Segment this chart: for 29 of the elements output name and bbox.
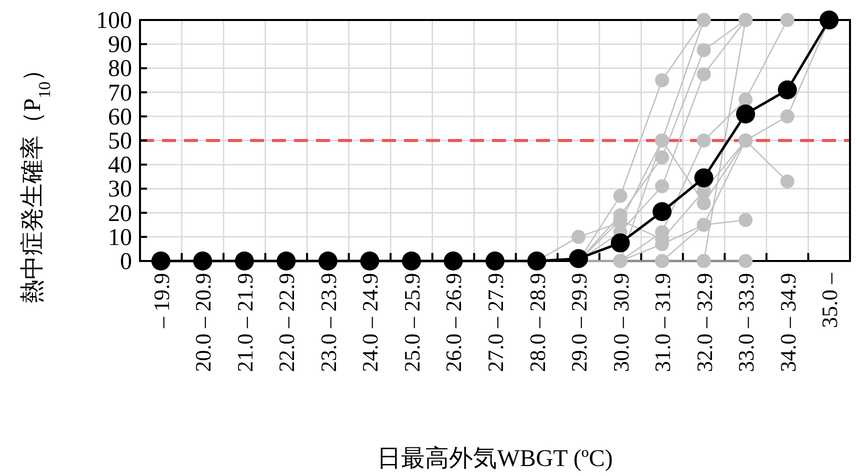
x-tick-label: 20.0 – 20.9 xyxy=(190,273,216,372)
y-tick-label: 90 xyxy=(108,32,132,58)
x-tick-label: 22.0 – 22.9 xyxy=(274,273,300,372)
x-tick-label: 23.0 – 23.9 xyxy=(316,273,341,372)
y-tick-label: 70 xyxy=(108,80,132,106)
x-tick-label: 30.0 – 30.9 xyxy=(608,273,634,372)
x-tick-label: 32.0 – 32.9 xyxy=(692,273,717,372)
x-tick-label: 34.0 – 34.9 xyxy=(775,273,800,372)
x-tick-label: 26.0 – 26.9 xyxy=(441,273,466,372)
x-axis-title: 日最高外気WBGT (ºC) xyxy=(377,445,613,472)
x-tick-label: 31.0 – 31.9 xyxy=(650,273,676,372)
y-tick-label: 50 xyxy=(108,128,132,154)
x-tick-label: 25.0 – 25.9 xyxy=(399,273,424,372)
y-tick-label: 10 xyxy=(108,224,132,251)
y-tick-label: 80 xyxy=(108,56,132,82)
y-tick-label: 100 xyxy=(96,8,132,34)
x-tick-label: 27.0 – 27.9 xyxy=(483,273,508,372)
x-tick-label: 29.0 – 29.9 xyxy=(566,273,592,372)
x-tick-label: 33.0 – 33.9 xyxy=(734,273,759,372)
y-tick-label: 0 xyxy=(120,249,132,275)
x-tick-label: 21.0 – 21.9 xyxy=(232,273,258,372)
x-tick-label: – 19.9 xyxy=(148,273,174,329)
y-tick-label: 40 xyxy=(108,152,132,179)
x-tick-label: 35.0 – xyxy=(817,272,842,328)
x-tick-label: 24.0 – 24.9 xyxy=(358,273,383,372)
y-tick-label: 60 xyxy=(108,104,132,130)
y-tick-label: 30 xyxy=(108,176,132,203)
x-tick-label: 28.0 – 28.9 xyxy=(524,273,550,372)
y-tick-label: 20 xyxy=(108,200,132,227)
